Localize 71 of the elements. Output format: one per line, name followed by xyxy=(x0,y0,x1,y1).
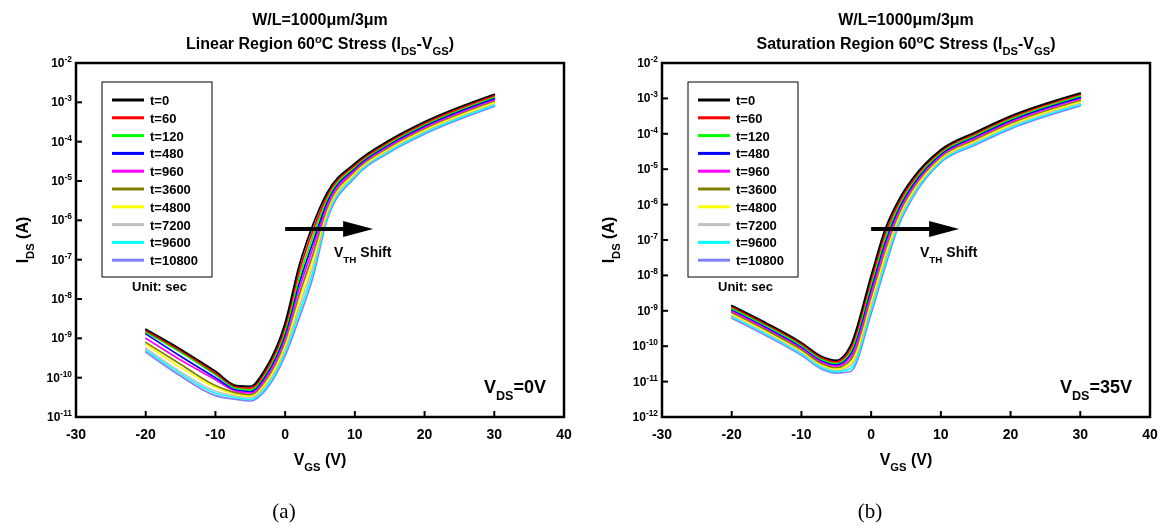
y-tick-label: 10$^{-9}$ xyxy=(637,301,659,318)
legend-label: t=10800 xyxy=(736,253,785,269)
y-tick-label: 10$^{-5}$ xyxy=(637,160,659,177)
x-tick-label: 30 xyxy=(486,426,503,442)
legend-label: t=3600 xyxy=(736,182,777,197)
x-axis-title: V$_{GS}$ (V) xyxy=(293,451,347,473)
annotation: V$_{DS}$=0V xyxy=(483,377,546,403)
annotation: Unit: sec xyxy=(718,279,773,294)
legend-label: t=7200 xyxy=(736,217,777,233)
text: (b) xyxy=(857,499,883,523)
y-tick-label: 10$^{-6}$ xyxy=(637,195,659,212)
y-tick-label: 10$^{-5}$ xyxy=(51,172,73,188)
legend-label: t=4800 xyxy=(150,199,191,215)
legend-label: t=60 xyxy=(736,110,763,126)
y-tick-label: 10$^{-4}$ xyxy=(637,124,659,141)
chart-subtitle: Saturation Region 60$^{o}$C Stress (I$_{DS}$-V$_{GS}$) xyxy=(756,33,1056,57)
x-tick-label: 20 xyxy=(416,426,433,442)
legend-label: t=0 xyxy=(150,93,170,108)
x-tick-label: 30 xyxy=(1072,426,1089,442)
y-tick-label: 10$^{-11}$ xyxy=(46,408,73,424)
annotation: Unit: sec xyxy=(132,279,187,294)
x-tick-label: 40 xyxy=(1142,426,1158,442)
annotation: V$_{TH}$ Shift xyxy=(920,244,978,265)
y-tick-label: 10$^{-3}$ xyxy=(51,93,73,110)
legend-label: t=10800 xyxy=(150,253,199,269)
y-tick-label: 10$^{-10}$ xyxy=(632,337,659,354)
x-tick-label: 40 xyxy=(556,426,572,442)
y-tick-label: 10$^{-8}$ xyxy=(51,290,73,306)
x-tick-label: 0 xyxy=(281,426,290,442)
y-tick-label: 10$^{-6}$ xyxy=(51,211,73,228)
x-tick-label: 0 xyxy=(867,426,876,442)
legend-label: t=4800 xyxy=(736,199,777,215)
y-tick-label: 10$^{-10}$ xyxy=(46,368,73,385)
y-tick-label: 10$^{-7}$ xyxy=(51,250,73,267)
legend-label: t=480 xyxy=(736,146,770,162)
y-tick-label: 10$^{-7}$ xyxy=(637,231,659,247)
legend-label: t=9600 xyxy=(736,235,777,251)
x-tick-label: -30 xyxy=(65,426,87,442)
legend-label: t=7200 xyxy=(150,217,191,233)
y-tick-label: 10$^{-4}$ xyxy=(51,132,73,149)
legend-label: t=3600 xyxy=(150,182,191,197)
x-axis-title: V$_{GS}$ (V) xyxy=(879,451,933,473)
x-tick-label: -10 xyxy=(791,426,812,442)
text: (a) xyxy=(272,499,296,523)
y-tick-label: 10$^{-11}$ xyxy=(632,372,659,389)
x-tick-label: -20 xyxy=(135,426,157,442)
legend-label: t=60 xyxy=(150,110,177,126)
x-tick-label: -10 xyxy=(205,426,226,442)
legend-label: t=480 xyxy=(150,146,184,162)
legend-label: t=120 xyxy=(150,128,184,144)
legend-label: t=120 xyxy=(736,128,770,144)
chart-title: W/L=1000μm/3μm xyxy=(838,11,974,28)
x-tick-label: -20 xyxy=(721,426,743,442)
legend-label: t=9600 xyxy=(150,235,191,251)
y-tick-label: 10$^{-8}$ xyxy=(637,266,659,283)
y-tick-label: 10$^{-2}$ xyxy=(51,54,73,70)
chart-title: W/L=1000μm/3μm xyxy=(252,11,388,28)
y-tick-label: 10$^{-9}$ xyxy=(51,329,73,346)
x-tick-label: 10 xyxy=(347,426,363,442)
x-tick-label: -30 xyxy=(651,426,673,442)
annotation: V$_{TH}$ Shift xyxy=(334,244,392,265)
legend-label: t=0 xyxy=(736,93,756,108)
y-tick-label: 10$^{-2}$ xyxy=(637,54,659,70)
chart-subtitle: Linear Region 60$^{o}$C Stress (I$_{DS}$-V$_{GS}$) xyxy=(186,33,454,57)
y-tick-label: 10$^{-3}$ xyxy=(637,89,659,106)
x-tick-label: 10 xyxy=(933,426,949,442)
y-tick-label: 10$^{-12}$ xyxy=(632,408,659,424)
legend-label: t=960 xyxy=(736,164,770,180)
annotation: V$_{DS}$=35V xyxy=(1059,377,1132,403)
x-tick-label: 20 xyxy=(1002,426,1019,442)
legend-label: t=960 xyxy=(150,164,184,180)
